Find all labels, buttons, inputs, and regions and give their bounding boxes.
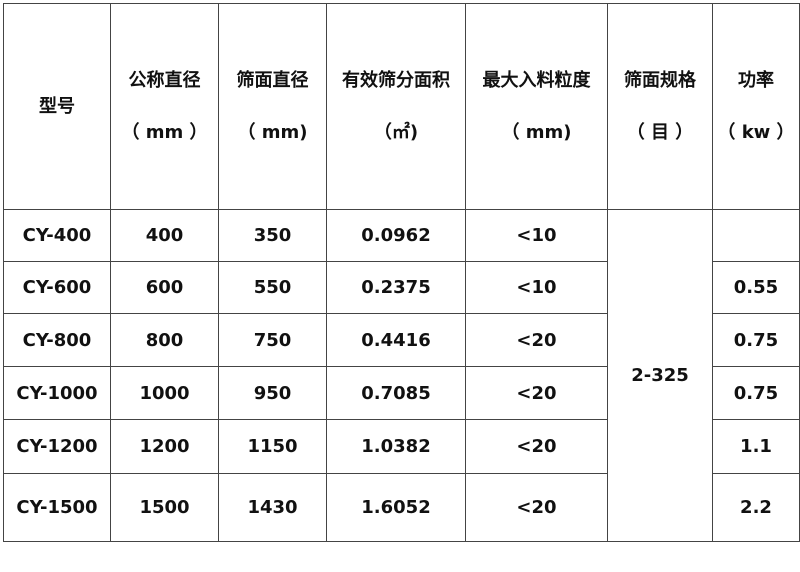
spec-table: 型号 公称直径 （ mm ） 筛面直径 （ mm) 有效筛分面积 （㎡) 最大入料粒度… [3,3,800,542]
cell-model: CY-600 [3,261,111,314]
cell-effective-area: 1.6052 [326,473,466,542]
cell-nominal-diameter: 1000 [110,366,219,420]
header-max-feed-size: 最大入料粒度 （ mm) [465,3,608,210]
cell-max-feed-size: <10 [465,209,608,262]
cell-screen-diameter: 1430 [218,473,327,542]
cell-screen-diameter: 350 [218,209,327,262]
header-label: 公称直径 [128,69,201,91]
header-unit: （ mm) [501,121,572,143]
cell-nominal-diameter: 800 [110,313,219,367]
cell-max-feed-size: <20 [465,366,608,420]
cell-effective-area: 0.2375 [326,261,466,314]
table-row: CY-800 800 750 0.4416 <20 0.75 [3,313,800,367]
header-unit: （㎡) [373,121,419,143]
cell-screen-spec-merged: 2-325 [607,209,713,542]
cell-model: CY-1200 [3,419,111,474]
header-label: 筛面规格 [624,69,696,91]
table-row: CY-1500 1500 1430 1.6052 <20 2.2 [3,473,800,542]
header-label: 功率 [738,69,774,91]
header-label: 最大入料粒度 [482,69,591,91]
header-unit: （ mm ） [121,121,208,143]
cell-effective-area: 1.0382 [326,419,466,474]
header-screen-spec: 筛面规格 （ 目 ） [607,3,713,210]
cell-power [712,209,800,262]
header-unit: （ mm) [237,121,308,143]
table-row: CY-1000 1000 950 0.7085 <20 0.75 [3,366,800,420]
header-nominal-diameter: 公称直径 （ mm ） [110,3,219,210]
cell-power: 1.1 [712,419,800,474]
cell-nominal-diameter: 600 [110,261,219,314]
cell-effective-area: 0.7085 [326,366,466,420]
header-unit: （ 目 ） [626,121,694,143]
cell-effective-area: 0.0962 [326,209,466,262]
header-label: 有效筛分面积 [342,69,450,91]
cell-screen-diameter: 750 [218,313,327,367]
header-screen-diameter: 筛面直径 （ mm) [218,3,327,210]
cell-model: CY-1000 [3,366,111,420]
cell-screen-diameter: 950 [218,366,327,420]
table-row: CY-400 400 350 0.0962 <10 2-325 [3,209,800,542]
header-power: 功率 （ kw ） [712,3,800,210]
cell-power: 0.55 [712,261,800,314]
cell-max-feed-size: <20 [465,313,608,367]
cell-screen-diameter: 550 [218,261,327,314]
cell-nominal-diameter: 1200 [110,419,219,474]
cell-max-feed-size: <20 [465,419,608,474]
header-effective-area: 有效筛分面积 （㎡) [326,3,466,210]
header-model: 型号 [3,3,111,210]
table-row: CY-1200 1200 1150 1.0382 <20 1.1 [3,419,800,474]
header-row: 型号 公称直径 （ mm ） 筛面直径 （ mm) 有效筛分面积 （㎡) 最大入料粒度… [3,3,800,210]
table-row: CY-600 600 550 0.2375 <10 0.55 [3,261,800,314]
cell-max-feed-size: <10 [465,261,608,314]
cell-power: 0.75 [712,366,800,420]
header-label: 型号 [39,95,75,117]
cell-nominal-diameter: 400 [110,209,219,262]
header-unit: （ kw ） [717,121,795,143]
cell-effective-area: 0.4416 [326,313,466,367]
cell-model: CY-800 [3,313,111,367]
header-label: 筛面直径 [236,69,309,91]
cell-max-feed-size: <20 [465,473,608,542]
cell-nominal-diameter: 1500 [110,473,219,542]
cell-model: CY-400 [3,209,111,262]
cell-model: CY-1500 [3,473,111,542]
cell-power: 0.75 [712,313,800,367]
cell-screen-diameter: 1150 [218,419,327,474]
cell-power: 2.2 [712,473,800,542]
